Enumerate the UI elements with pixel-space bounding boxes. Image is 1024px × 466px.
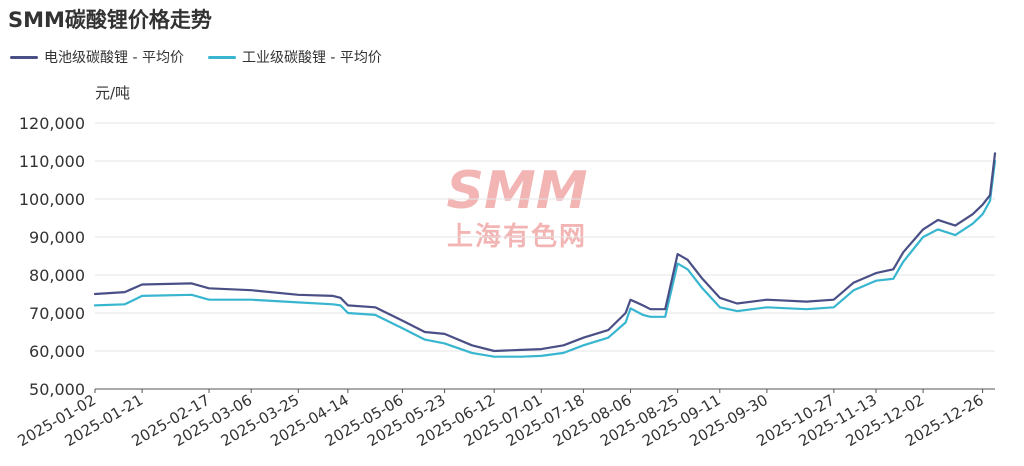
y-tick-label: 120,000 <box>19 114 85 133</box>
legend-swatch-industrial <box>207 55 236 59</box>
y-tick-label: 50,000 <box>29 380 85 399</box>
y-tick-label: 60,000 <box>29 342 85 361</box>
series-line-battery <box>93 152 997 353</box>
legend-item-industrial[interactable]: 工业级碳酸锂 - 平均价 <box>207 47 382 67</box>
legend-item-battery[interactable]: 电池级碳酸锂 - 平均价 <box>10 47 184 67</box>
chart-legend: 电池级碳酸锂 - 平均价 工业级碳酸锂 - 平均价 <box>10 47 382 67</box>
legend-label-industrial: 工业级碳酸锂 - 平均价 <box>241 50 382 66</box>
watermark-logo-text: SMM <box>447 161 588 221</box>
legend-label-battery: 电池级碳酸锂 - 平均价 <box>44 50 184 66</box>
y-tick-label: 90,000 <box>29 228 85 247</box>
y-tick-label: 110,000 <box>19 152 85 171</box>
legend-swatch-battery <box>10 55 38 59</box>
y-tick-label: 70,000 <box>29 304 85 323</box>
series-line-industrial <box>93 159 997 358</box>
y-axis-unit: 元/吨 <box>95 84 130 102</box>
y-tick-label: 80,000 <box>29 266 85 285</box>
chart-title: SMM碳酸锂价格走势 <box>8 8 212 32</box>
y-tick-label: 100,000 <box>19 190 85 209</box>
